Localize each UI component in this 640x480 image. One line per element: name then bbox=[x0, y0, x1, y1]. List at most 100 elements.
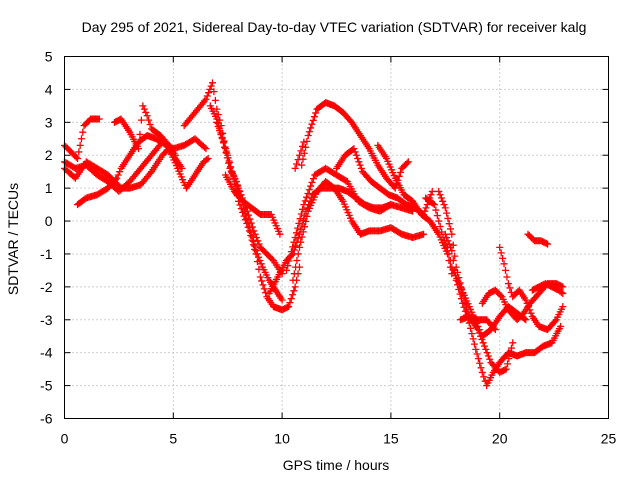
data-point bbox=[218, 135, 226, 143]
data-point bbox=[114, 171, 122, 179]
data-point bbox=[297, 210, 305, 218]
data-point bbox=[283, 303, 291, 311]
data-point bbox=[310, 113, 318, 121]
data-point bbox=[497, 291, 505, 299]
data-point bbox=[220, 139, 228, 147]
data-point bbox=[74, 155, 82, 163]
x-tick-label: 25 bbox=[601, 431, 617, 447]
data-point bbox=[292, 263, 300, 271]
data-point bbox=[171, 151, 179, 159]
data-point bbox=[206, 85, 214, 93]
series-track-8 bbox=[213, 118, 304, 314]
data-point bbox=[244, 223, 252, 231]
data-point bbox=[142, 108, 150, 116]
data-point bbox=[461, 299, 469, 307]
data-point bbox=[309, 175, 317, 183]
data-point bbox=[276, 230, 284, 238]
data-point bbox=[474, 326, 482, 334]
data-point bbox=[139, 102, 147, 110]
data-point bbox=[287, 295, 295, 303]
data-point bbox=[352, 151, 360, 159]
data-point bbox=[477, 364, 485, 372]
data-point bbox=[478, 336, 486, 344]
data-point bbox=[217, 131, 225, 139]
data-point bbox=[435, 217, 443, 225]
data-point bbox=[76, 141, 84, 149]
data-point bbox=[456, 279, 464, 287]
data-point bbox=[404, 158, 412, 166]
data-point bbox=[116, 168, 124, 176]
data-point bbox=[305, 186, 313, 194]
data-point bbox=[291, 164, 299, 172]
data-point bbox=[357, 164, 365, 172]
data-point bbox=[137, 116, 145, 124]
data-point bbox=[429, 200, 437, 208]
data-point bbox=[178, 164, 186, 172]
data-point bbox=[298, 142, 306, 150]
data-point bbox=[475, 329, 483, 337]
data-point bbox=[557, 288, 565, 296]
data-point bbox=[268, 255, 276, 263]
series-track-11 bbox=[282, 164, 417, 274]
data-point bbox=[246, 215, 254, 223]
data-point bbox=[438, 228, 446, 236]
data-point bbox=[469, 335, 477, 343]
data-point bbox=[143, 112, 151, 120]
data-point bbox=[294, 156, 302, 164]
data-point bbox=[480, 373, 488, 381]
data-point bbox=[296, 151, 304, 159]
data-point bbox=[501, 366, 509, 374]
data-point bbox=[509, 339, 517, 347]
data-point bbox=[301, 197, 309, 205]
data-point bbox=[526, 306, 534, 314]
y-tick-label: 2 bbox=[45, 147, 53, 163]
series-track-16 bbox=[374, 141, 456, 278]
data-point bbox=[257, 260, 265, 268]
data-point bbox=[502, 266, 510, 274]
data-point bbox=[506, 349, 514, 357]
data-point bbox=[527, 309, 535, 317]
chart-title: Day 295 of 2021, Sidereal Day-to-day VTE… bbox=[82, 19, 587, 35]
series-track-5 bbox=[111, 102, 179, 159]
data-point bbox=[473, 350, 481, 358]
data-point bbox=[298, 161, 306, 169]
series-track-10 bbox=[265, 184, 395, 297]
data-point bbox=[208, 79, 216, 87]
data-point bbox=[449, 257, 457, 265]
x-tick-label: 10 bbox=[274, 431, 290, 447]
data-point bbox=[214, 122, 222, 130]
data-point bbox=[427, 191, 435, 199]
data-point bbox=[300, 138, 308, 146]
data-point bbox=[486, 355, 494, 363]
data-point bbox=[497, 249, 505, 257]
data-point bbox=[302, 143, 310, 151]
data-point bbox=[216, 127, 224, 135]
grid bbox=[64, 56, 609, 419]
data-point bbox=[146, 169, 154, 177]
data-point bbox=[459, 289, 467, 297]
data-point bbox=[72, 153, 80, 161]
data-point bbox=[245, 227, 253, 235]
data-point bbox=[292, 229, 300, 237]
data-point bbox=[284, 262, 292, 270]
data-point bbox=[224, 151, 232, 159]
data-point bbox=[248, 236, 256, 244]
data-point bbox=[445, 220, 453, 228]
data-point bbox=[255, 240, 263, 248]
data-point bbox=[490, 324, 498, 332]
data-point bbox=[507, 344, 515, 352]
data-point bbox=[140, 105, 148, 113]
data-point bbox=[293, 257, 301, 265]
data-point bbox=[455, 274, 463, 282]
data-point bbox=[452, 263, 460, 271]
data-point bbox=[278, 296, 286, 304]
data-point bbox=[439, 197, 447, 205]
data-point bbox=[297, 147, 305, 155]
data-point bbox=[287, 248, 295, 256]
data-point bbox=[243, 220, 251, 228]
data-point bbox=[289, 243, 297, 251]
data-point bbox=[202, 145, 210, 153]
data-point bbox=[222, 147, 230, 155]
data-point bbox=[251, 245, 259, 253]
